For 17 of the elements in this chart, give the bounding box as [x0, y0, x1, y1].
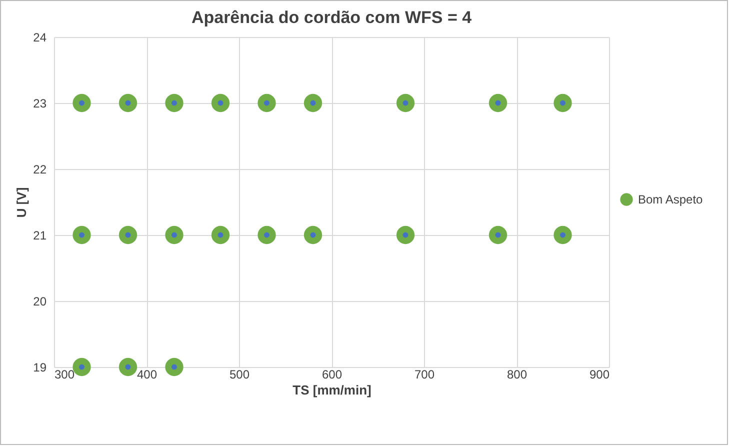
x-tick-label: 400 [136, 368, 158, 382]
y-axis-title: U [V] [14, 187, 30, 218]
x-tick-label: 600 [322, 368, 342, 382]
y-tick-label: 23 [33, 96, 47, 110]
y-tick-label: 19 [33, 360, 47, 374]
y-tick-label: 24 [33, 30, 47, 44]
chart-title: Aparência do cordão com WFS = 4 [191, 8, 472, 27]
legend-label: Bom Aspeto [638, 192, 704, 206]
x-tick-label: 300 [54, 368, 75, 382]
y-tick-label: 22 [33, 162, 47, 176]
x-axis-title: TS [mm/min] [292, 382, 372, 398]
x-tick-label: 800 [506, 368, 528, 382]
x-tick-label: 900 [589, 368, 610, 382]
y-tick-label: 20 [33, 294, 47, 308]
y-tick-label: 21 [33, 228, 47, 242]
x-tick-label: 700 [414, 368, 435, 382]
x-tick-label: 500 [229, 368, 250, 382]
